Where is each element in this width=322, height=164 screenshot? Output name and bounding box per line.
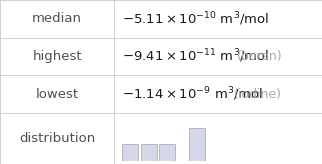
Text: distribution: distribution [19,132,95,145]
FancyBboxPatch shape [0,113,322,164]
Text: $-5.11\times10^{-10}$ m$^3$/mol: $-5.11\times10^{-10}$ m$^3$/mol [122,10,270,28]
Text: lowest: lowest [36,88,79,101]
Bar [159,144,175,161]
FancyBboxPatch shape [0,0,322,38]
FancyBboxPatch shape [0,38,322,75]
Bar [141,144,157,161]
Text: median: median [32,12,82,25]
Bar [122,144,138,161]
Bar [189,128,205,161]
Text: $-9.41\times10^{-11}$ m$^3$/mol: $-9.41\times10^{-11}$ m$^3$/mol [122,48,270,65]
Text: (iodine): (iodine) [233,88,281,101]
Text: (boron): (boron) [237,50,282,63]
Text: $-1.14\times10^{-9}$ m$^3$/mol: $-1.14\times10^{-9}$ m$^3$/mol [122,85,264,103]
Text: highest: highest [32,50,82,63]
FancyBboxPatch shape [0,75,322,113]
